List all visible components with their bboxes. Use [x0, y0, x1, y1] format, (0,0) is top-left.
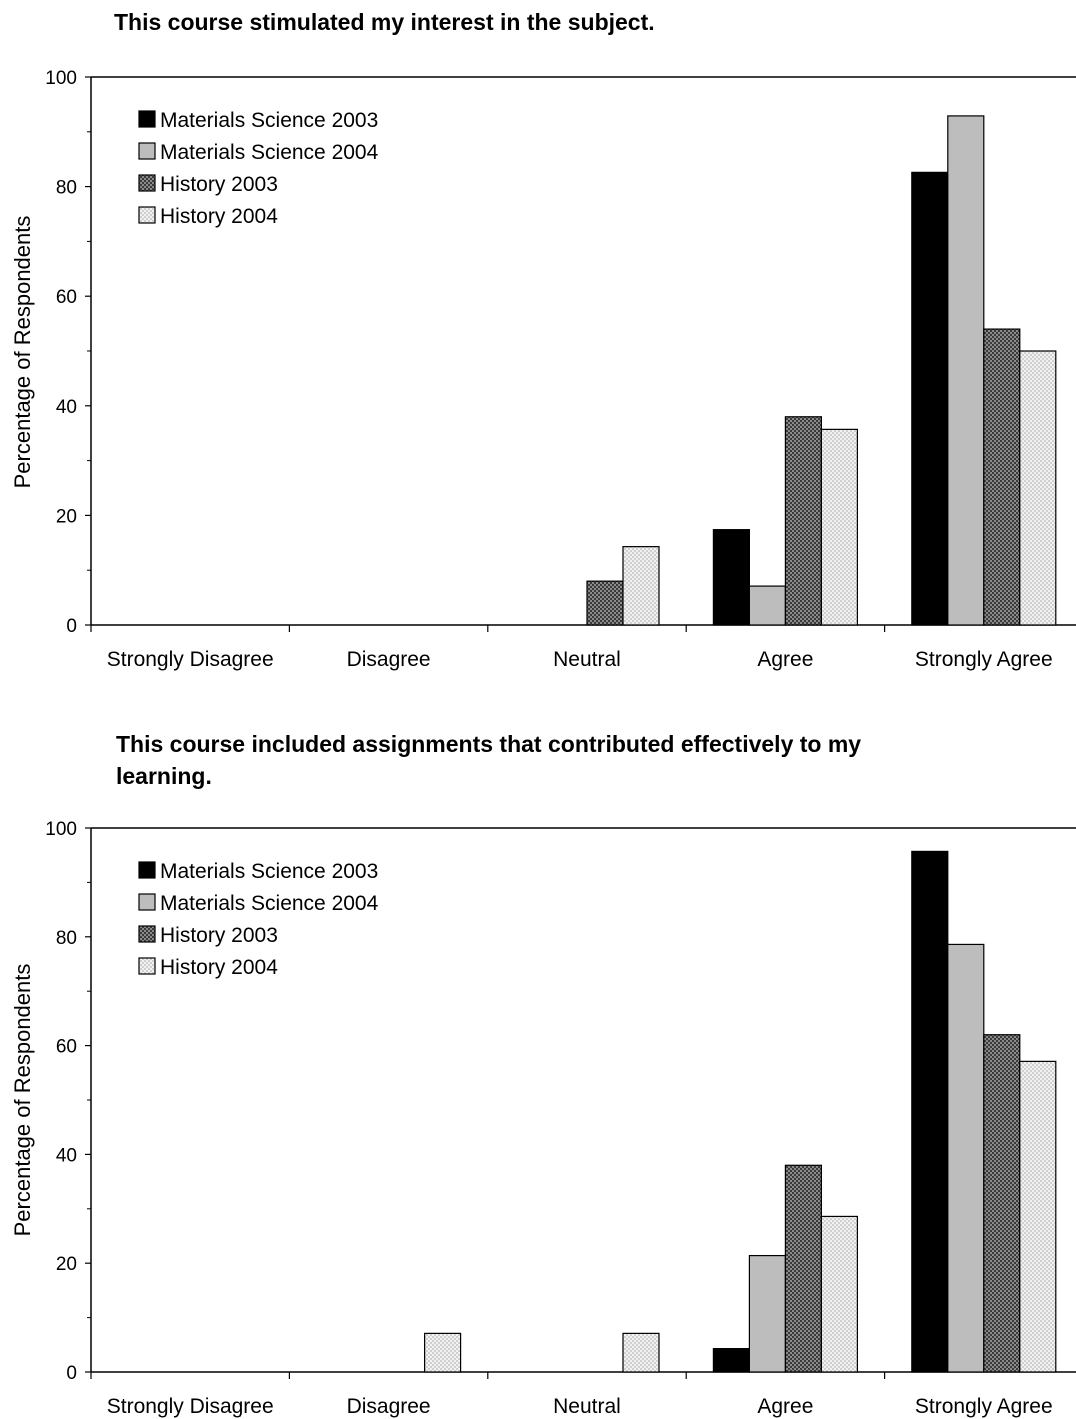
bar [784, 416, 823, 626]
y-axis-label: Percentage of Respondents [10, 216, 35, 489]
y-axis-label: Percentage of Respondents [10, 964, 35, 1237]
legend-label: History 2004 [160, 956, 278, 979]
legend-label: Materials Science 2003 [160, 109, 378, 132]
bar [983, 328, 1021, 626]
y-tick-label: 20 [56, 1254, 77, 1275]
legend-label: Materials Science 2004 [160, 892, 379, 915]
bar [820, 428, 859, 626]
bar [784, 1164, 823, 1373]
y-tick-label: 60 [56, 1037, 77, 1058]
legend-label: History 2004 [160, 205, 278, 228]
legend-swatch [138, 861, 156, 879]
x-tick-label: Strongly Disagree [107, 1395, 274, 1418]
x-tick-label: Strongly Disagree [107, 648, 274, 671]
bar [820, 1215, 859, 1373]
y-tick-label: 100 [45, 68, 77, 89]
bar [947, 115, 985, 626]
y-tick-label: 80 [56, 928, 77, 949]
bar [622, 1332, 660, 1373]
legend-label: History 2003 [160, 924, 278, 947]
x-tick-label: Strongly Agree [915, 1395, 1053, 1418]
bar [1019, 1060, 1057, 1373]
x-tick-label: Neutral [553, 1395, 621, 1418]
legend-swatch [138, 174, 156, 192]
legend-swatch [138, 142, 156, 160]
y-tick-label: 20 [56, 506, 77, 527]
legend-label: Materials Science 2003 [160, 860, 378, 883]
x-tick-label: Agree [757, 1395, 813, 1418]
legend-swatch [138, 893, 156, 911]
chart-2: This course included assignments that co… [10, 731, 1076, 1418]
x-tick-label: Disagree [347, 1395, 431, 1418]
legend-swatch [138, 925, 156, 943]
bar [712, 1348, 751, 1373]
bar [712, 529, 751, 626]
bar [911, 171, 949, 626]
bar [586, 580, 624, 626]
bar [947, 943, 985, 1373]
bar [424, 1332, 462, 1373]
legend-label: History 2003 [160, 173, 278, 196]
bar [748, 585, 787, 626]
x-tick-label: Neutral [553, 648, 621, 671]
legend-label: Materials Science 2004 [160, 141, 379, 164]
bar [622, 546, 660, 626]
legend-swatch [138, 110, 156, 128]
x-tick-label: Agree [757, 648, 813, 671]
chart-title: This course included assignments that co… [116, 731, 861, 789]
y-tick-label: 60 [56, 287, 77, 308]
y-tick-label: 0 [66, 616, 77, 637]
legend-swatch [138, 957, 156, 975]
bar [911, 850, 949, 1373]
y-tick-label: 0 [66, 1363, 77, 1384]
y-tick-label: 80 [56, 178, 77, 199]
y-tick-label: 40 [56, 1145, 77, 1166]
x-tick-label: Disagree [347, 648, 431, 671]
bar [748, 1254, 787, 1373]
bar [1019, 350, 1057, 626]
bar [983, 1034, 1021, 1373]
legend-swatch [138, 206, 156, 224]
y-tick-label: 40 [56, 397, 77, 418]
chart-1: This course stimulated my interest in th… [10, 9, 1076, 671]
x-tick-label: Strongly Agree [915, 648, 1053, 671]
chart-title: This course stimulated my interest in th… [114, 9, 655, 35]
y-tick-label: 100 [45, 819, 77, 840]
